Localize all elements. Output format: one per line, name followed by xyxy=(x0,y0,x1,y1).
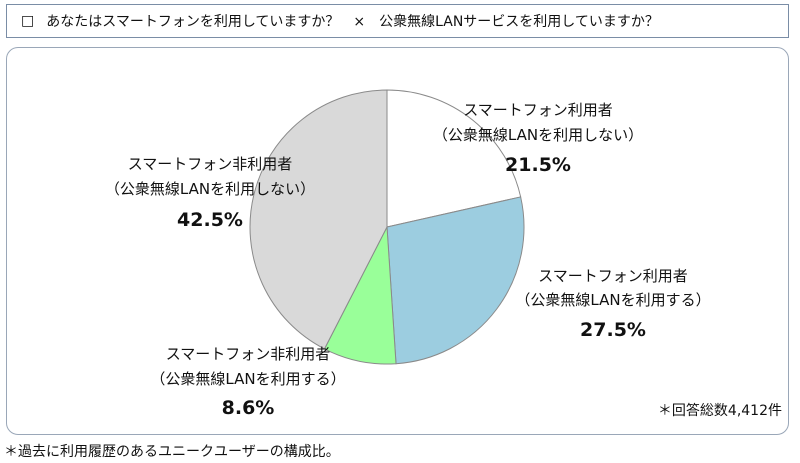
slice-label-name: スマートフォン利用者 xyxy=(463,101,613,119)
total-responses-note: ＊回答総数4,412件 xyxy=(657,403,782,419)
slice-label-name: スマートフォン利用者 xyxy=(538,267,688,285)
slice-label-pct: 21.5% xyxy=(505,154,571,176)
slice-label-sub: （公衆無線LANを利用する） xyxy=(515,291,710,309)
slice-label-name: スマートフォン非利用者 xyxy=(128,155,293,173)
pie-slice-1 xyxy=(386,196,525,365)
checkbox-marker: □ xyxy=(21,13,35,29)
slice-label-sub: （公衆無線LANを利用する） xyxy=(150,370,345,388)
pie-slice-3 xyxy=(249,89,388,350)
question-header: □ あなたはスマートフォンを利用していますか？ × 公衆無線LANサービスを利用… xyxy=(6,4,789,38)
slice-label-name: スマートフォン非利用者 xyxy=(166,345,331,363)
slice-label-sub: （公衆無線LANを利用しない） xyxy=(433,126,643,144)
slice-label-pct: 8.6% xyxy=(222,397,275,419)
footnote: ＊過去に利用履歴のあるユニークユーザーの構成比。 xyxy=(4,444,340,460)
question-text: あなたはスマートフォンを利用していますか？ × 公衆無線LANサービスを利用して… xyxy=(46,14,659,30)
slice-label-pct: 27.5% xyxy=(580,319,646,341)
pie-slice-0 xyxy=(386,89,522,228)
slice-label-sub: （公衆無線LANを利用しない） xyxy=(105,180,315,198)
slice-label-pct: 42.5% xyxy=(177,209,243,231)
